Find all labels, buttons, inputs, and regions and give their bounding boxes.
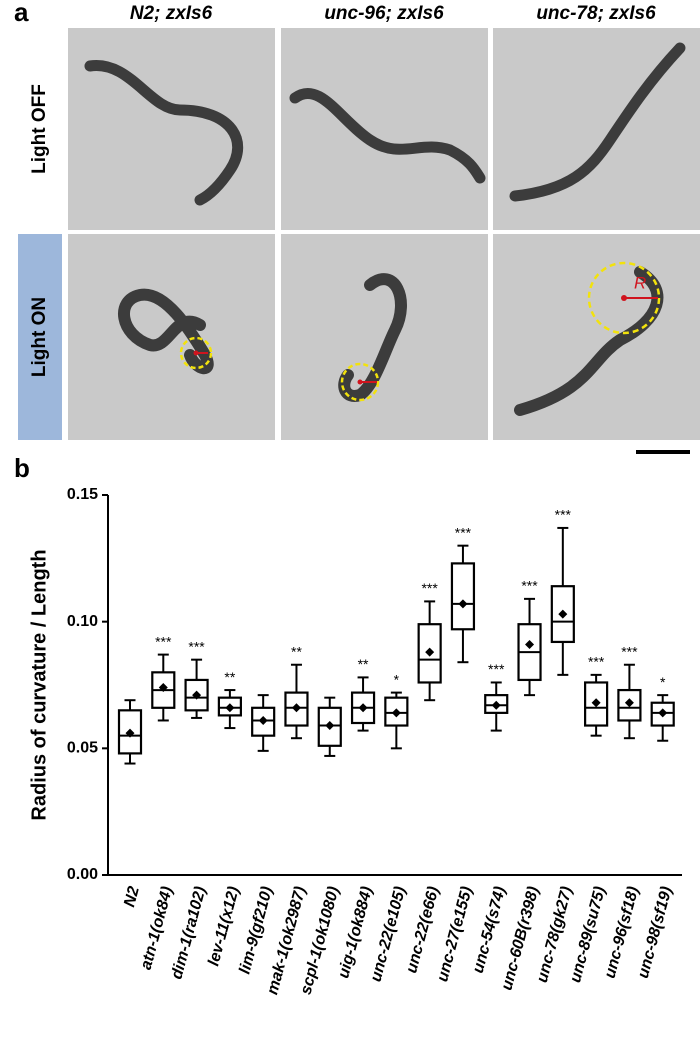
mean-marker (391, 708, 401, 718)
y-axis-title: Radius of curvature / Length (28, 549, 50, 820)
box (450, 562, 476, 631)
box (417, 623, 442, 684)
box (217, 696, 242, 717)
box (117, 709, 143, 755)
box (617, 688, 642, 722)
mean-marker (225, 703, 235, 713)
y-tick-label: 0.10 (67, 613, 98, 630)
mean-marker (458, 599, 468, 609)
column-title: N2; zxIs6 (130, 3, 213, 24)
column-title: unc-78; zxIs6 (536, 3, 656, 24)
mean-marker (358, 703, 368, 713)
plot: 0.000.050.100.15N2***atn-1(ok84)***dim-1… (67, 486, 682, 997)
box (650, 701, 675, 727)
x-tick-label: dim-1(ra102) (168, 885, 209, 981)
annotation: R (634, 273, 646, 292)
row-title: Light ON (29, 297, 50, 377)
mean-marker (258, 715, 268, 725)
significance-label: *** (421, 580, 438, 596)
box (550, 585, 575, 644)
box (584, 681, 609, 727)
mean-marker (491, 700, 501, 710)
y-tick-label: 0.05 (67, 740, 98, 757)
y-tick-label: 0.00 (67, 866, 98, 883)
significance-label: *** (188, 638, 205, 654)
significance-label: ** (224, 669, 235, 685)
row-title: Light OFF (29, 84, 50, 174)
mean-marker (591, 698, 601, 708)
mean-marker (125, 728, 135, 738)
box (251, 706, 276, 737)
y-tick-label: 0.15 (67, 486, 98, 503)
significance-label: ** (358, 656, 369, 672)
x-tick-label: N2 (121, 885, 143, 909)
mean-marker (525, 639, 535, 649)
panel-label: b (14, 453, 30, 483)
mean-marker (624, 698, 634, 708)
x-tick-label: unc-96(sf18) (602, 885, 643, 980)
row-highlight (18, 234, 62, 440)
photo-grid (68, 28, 700, 440)
significance-label: * (394, 671, 400, 687)
x-tick-label: lim-9(gf210) (236, 885, 276, 976)
x-tick-label: atn-1(ok84) (138, 885, 177, 972)
significance-label: *** (488, 661, 505, 677)
box (184, 678, 209, 712)
mean-marker (158, 683, 168, 693)
mean-marker (558, 609, 568, 619)
significance-label: *** (455, 524, 472, 540)
panel-label: a (14, 0, 29, 27)
x-tick-label: unc-54(s74) (470, 885, 509, 975)
significance-label: *** (621, 643, 638, 659)
mean-marker (192, 690, 202, 700)
x-tick-label: unc-98(sf19) (635, 885, 676, 980)
x-tick-label: uig-1(ok884) (335, 885, 376, 980)
column-title: unc-96; zxIs6 (324, 3, 444, 24)
mean-marker (425, 647, 435, 657)
mean-marker (658, 708, 668, 718)
box (317, 706, 342, 747)
mean-marker (291, 703, 301, 713)
significance-label: ** (291, 643, 302, 659)
x-tick-label: lev-11(x12) (205, 885, 243, 968)
significance-label: *** (588, 654, 605, 670)
significance-label: *** (155, 633, 172, 649)
significance-label: * (660, 674, 666, 690)
box (384, 696, 409, 727)
significance-label: *** (555, 507, 572, 523)
mean-marker (325, 721, 335, 731)
box (484, 694, 509, 714)
x-tick-label: unc-22(e66) (403, 885, 442, 975)
significance-label: *** (521, 578, 538, 594)
box (284, 691, 309, 727)
